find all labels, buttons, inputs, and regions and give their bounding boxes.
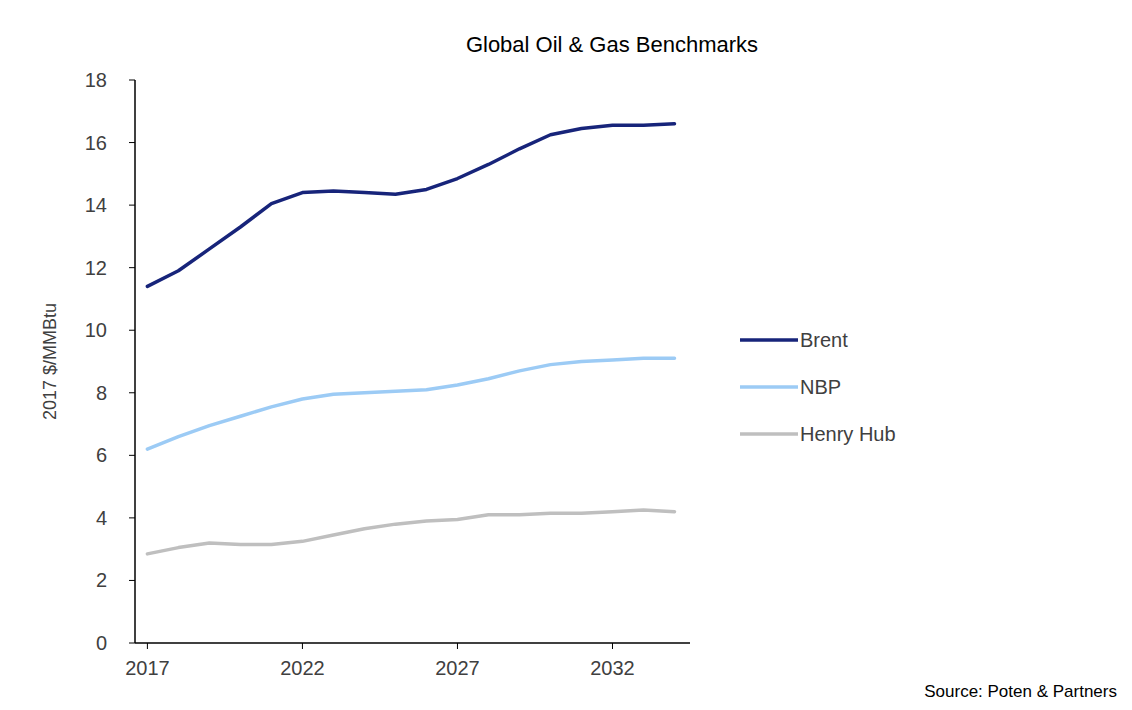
- y-tick: [129, 580, 135, 581]
- y-tick-label: 8: [96, 382, 107, 404]
- x-tick-label: 2032: [590, 657, 635, 679]
- y-tick-label: 12: [85, 257, 107, 279]
- y-tick-label: 18: [85, 69, 107, 91]
- y-tick: [129, 643, 135, 644]
- series-line: [147, 510, 674, 554]
- y-tick-label: 4: [96, 507, 107, 529]
- source: Source: Poten & Partners: [924, 682, 1117, 701]
- series-line: [147, 124, 674, 287]
- series-line: [147, 358, 674, 449]
- y-axis: [134, 80, 136, 643]
- y-tick: [129, 455, 135, 456]
- legend-swatch: [740, 385, 798, 389]
- x-tick: [612, 643, 613, 649]
- y-tick: [129, 517, 135, 518]
- y-tick-label: 0: [96, 632, 107, 654]
- y-tick: [129, 267, 135, 268]
- y-tick: [129, 392, 135, 393]
- title: Global Oil & Gas Benchmarks: [466, 32, 758, 57]
- y-tick-label: 16: [85, 132, 107, 154]
- legend-label: Brent: [800, 329, 848, 351]
- y-tick: [129, 205, 135, 206]
- x-tick-label: 2027: [435, 657, 480, 679]
- legend-label: Henry Hub: [800, 423, 896, 445]
- y-tick-label: 14: [85, 194, 107, 216]
- x-tick: [457, 643, 458, 649]
- y-tick: [129, 142, 135, 143]
- legend-label: NBP: [800, 376, 841, 398]
- x-tick: [147, 643, 148, 649]
- legend-swatch: [740, 338, 798, 342]
- x-tick-label: 2017: [125, 657, 170, 679]
- x-axis: [135, 642, 690, 644]
- y-tick-label: 10: [85, 319, 107, 341]
- plot-area: [147, 124, 674, 554]
- chart: Global Oil & Gas Benchmarks 2017 $/MMBtu 0…: [0, 0, 1132, 710]
- y-tick-label: 6: [96, 444, 107, 466]
- y-tick: [129, 330, 135, 331]
- x-tick-label: 2022: [280, 657, 325, 679]
- y-axis-label: 2017 $/MMBtu: [40, 303, 60, 420]
- legend: Brent NBP Henry Hub: [740, 329, 896, 445]
- x-tick: [302, 643, 303, 649]
- legend-swatch: [740, 432, 798, 436]
- y-tick: [129, 80, 135, 81]
- y-tick-label: 2: [96, 569, 107, 591]
